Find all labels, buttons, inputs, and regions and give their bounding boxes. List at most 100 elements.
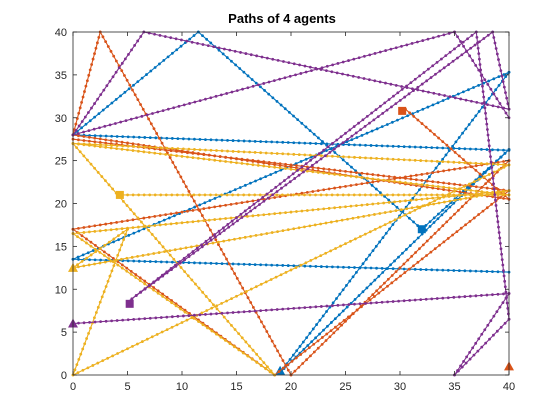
series-2-point <box>281 366 285 370</box>
series-2-point <box>484 182 488 185</box>
series-3-point <box>420 183 424 187</box>
series-2-point <box>196 151 200 155</box>
series-3-point <box>98 145 102 149</box>
series-3-point <box>270 231 274 234</box>
series-4-point <box>139 290 143 294</box>
series-2-point <box>180 210 184 214</box>
series-4-point <box>172 106 176 110</box>
series-1-point <box>153 66 157 69</box>
series-3-point <box>480 190 484 194</box>
series-2-point <box>138 276 142 280</box>
series-1-point <box>137 135 141 139</box>
series-4-point <box>465 355 469 359</box>
series-3-point <box>131 193 135 197</box>
series-4-point <box>304 70 308 74</box>
series-1-point <box>333 151 337 154</box>
series-3-point <box>181 147 185 151</box>
series-4-point <box>93 102 96 105</box>
series-4-point <box>500 258 504 262</box>
series-1-point <box>412 240 416 244</box>
series-1-point <box>396 118 399 122</box>
series-1-point <box>97 112 101 116</box>
series-1-point <box>81 253 85 257</box>
series-4-point <box>271 193 275 197</box>
series-1-point <box>304 157 308 161</box>
series-3-point <box>297 153 301 157</box>
series-4-point <box>405 43 409 47</box>
series-1-point <box>99 258 102 262</box>
series-4-point <box>283 76 287 80</box>
series-4-point <box>244 52 248 55</box>
series-2-point <box>344 169 347 173</box>
series-4-point <box>218 232 222 236</box>
series-1-point <box>162 218 166 222</box>
series-2-point <box>340 323 344 327</box>
series-4-point <box>422 71 426 74</box>
series-3-point <box>170 193 174 197</box>
series-4-point <box>469 46 473 50</box>
series-2-point <box>106 45 110 48</box>
series-1-point <box>275 140 279 144</box>
series-1-point <box>345 140 349 144</box>
series-1-point <box>303 264 307 268</box>
series-3-point <box>194 282 197 286</box>
series-3-point <box>165 249 169 253</box>
series-3-point <box>303 153 307 157</box>
series-1-point <box>468 269 472 273</box>
series-layer <box>68 30 514 377</box>
series-2-point <box>114 59 118 63</box>
series-4-point <box>204 313 207 316</box>
series-2-point <box>112 54 116 58</box>
series-3-point <box>165 146 169 150</box>
series-4-point <box>187 255 191 258</box>
series-1-point <box>416 110 420 113</box>
series-1-point <box>311 327 315 331</box>
series-3-point <box>258 193 262 197</box>
series-3-point <box>136 342 139 346</box>
series-1-point <box>355 136 359 139</box>
series-4-point <box>102 88 106 92</box>
series-1-point <box>264 175 268 179</box>
series-1-point <box>353 266 356 269</box>
series-2-point <box>147 215 151 219</box>
series-4-point <box>491 293 494 297</box>
series-2-point <box>268 334 271 338</box>
series-3-point <box>485 193 489 197</box>
series-1-point <box>264 263 268 267</box>
series-4-point <box>497 231 501 234</box>
series-3-point <box>393 218 397 222</box>
series-4-point <box>369 301 373 305</box>
series-3-point <box>469 195 473 199</box>
series-2-point <box>447 182 451 185</box>
series-2-point <box>209 228 212 232</box>
series-1-point <box>246 74 250 78</box>
series-4-point <box>364 302 367 305</box>
series-2-point <box>365 181 369 185</box>
series-4-point <box>204 239 208 243</box>
series-3-point <box>386 157 389 161</box>
series-3-point <box>289 268 293 272</box>
series-3-point <box>79 352 83 356</box>
series-3-point <box>147 151 151 154</box>
series-2-point <box>80 101 84 104</box>
series-2-point <box>78 106 82 110</box>
series-2-point <box>224 203 228 207</box>
series-4-point <box>256 199 260 203</box>
series-4-point <box>336 62 340 65</box>
series-2-point <box>219 247 223 251</box>
series-2-point <box>143 279 147 283</box>
series-3-point <box>453 198 457 202</box>
series-3-point <box>115 144 119 148</box>
series-1-point <box>259 85 262 89</box>
series-3-point <box>409 181 413 185</box>
series-1-point <box>188 37 192 41</box>
series-3-point <box>305 169 309 173</box>
series-4-point <box>153 32 156 36</box>
series-1-point <box>172 214 176 218</box>
series-3-point <box>161 245 165 249</box>
series-2-point <box>224 156 228 159</box>
series-3-point <box>136 254 139 258</box>
series-3-point <box>229 216 233 220</box>
series-4-point <box>319 305 323 308</box>
series-1-point <box>279 168 283 172</box>
